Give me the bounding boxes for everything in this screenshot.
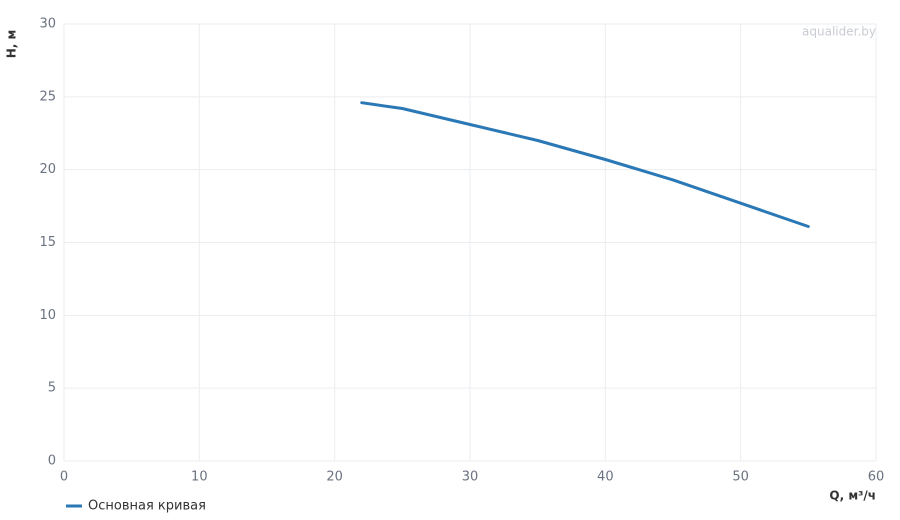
- x-tick-label: 40: [597, 470, 614, 485]
- y-tick-label: 10: [39, 308, 56, 323]
- y-tick-label: 20: [39, 162, 56, 177]
- watermark: aqualider.by: [802, 25, 876, 39]
- y-tick-label: 0: [48, 454, 56, 469]
- x-tick-label: 10: [191, 470, 208, 485]
- x-tick-label: 20: [326, 470, 343, 485]
- x-axis-title: Q, м³/ч: [829, 489, 876, 503]
- y-tick-label: 5: [48, 381, 56, 396]
- x-tick-label: 30: [462, 470, 479, 485]
- x-tick-label: 0: [60, 470, 68, 485]
- line: [360, 101, 810, 228]
- y-axis-title: H, м: [5, 30, 19, 59]
- x-tick-label: 60: [868, 470, 885, 485]
- y-tick-label: 25: [39, 89, 56, 104]
- y-tick-label: 30: [39, 17, 56, 32]
- legend-label: Основная кривая: [88, 499, 206, 514]
- x-tick-label: 50: [732, 470, 749, 485]
- y-tick-label: 15: [39, 235, 56, 250]
